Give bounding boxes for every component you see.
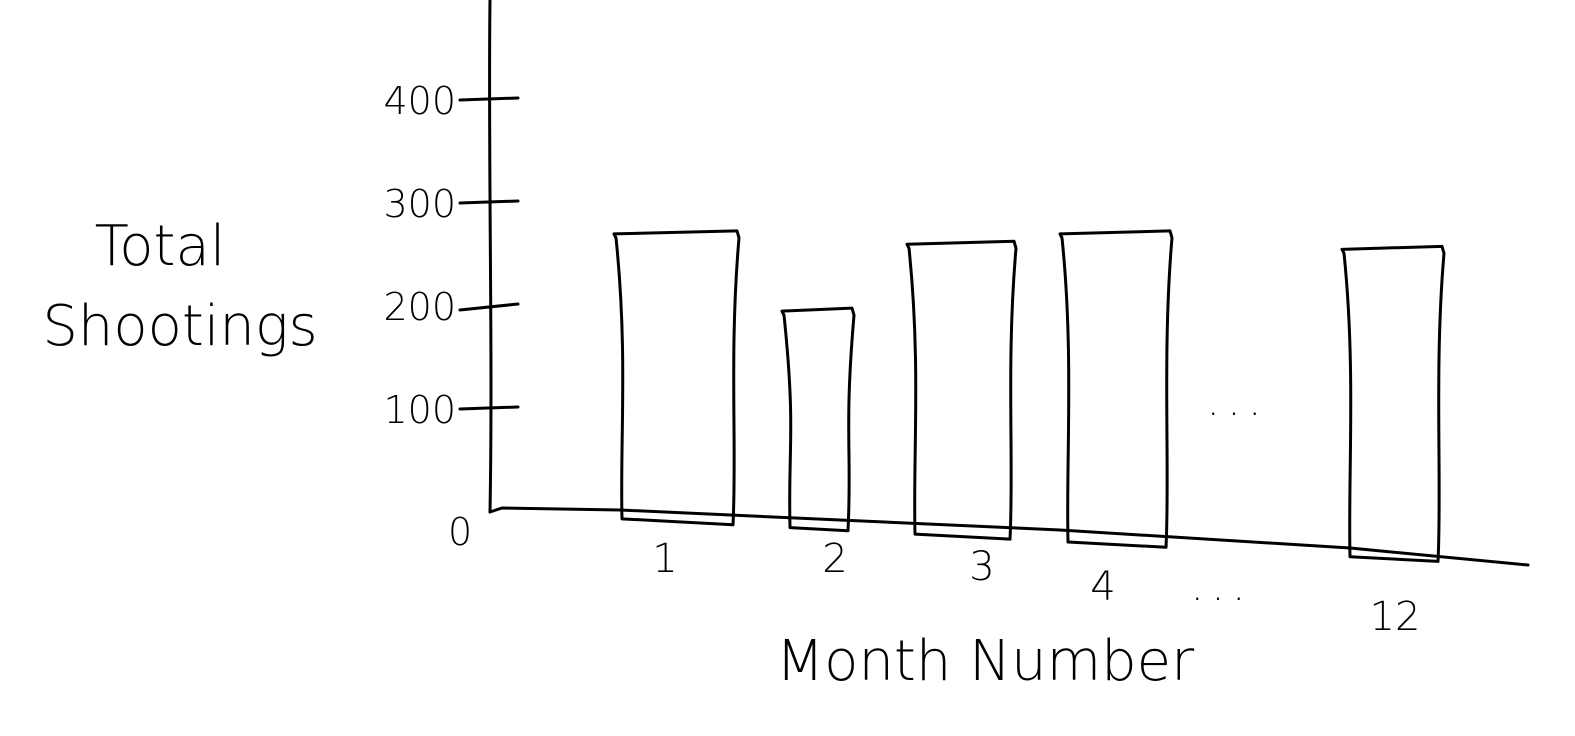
y-tick-label-100: 100 [383, 388, 456, 432]
bar-month-2 [780, 306, 856, 533]
x-tick-label-12: 12 [1370, 594, 1421, 640]
y-tick-label-0: 0 [448, 510, 472, 554]
bar-month-4 [1058, 229, 1174, 549]
y-tick-400 [458, 96, 520, 102]
y-tick-200 [458, 302, 520, 312]
bar-month-12 [1340, 244, 1446, 563]
y-tick-label-300: 300 [383, 182, 456, 226]
y-axis-title-line-1: Total [95, 214, 226, 279]
bar-month-1 [612, 229, 741, 527]
axes-layer [458, 0, 1530, 567]
x-tick-label-2: 2 [822, 536, 847, 582]
x-tick-label-3: 3 [969, 544, 994, 590]
y-tick-100 [458, 405, 520, 411]
x-axis-title: Month Number [776, 629, 1194, 694]
y-axis-line [488, 0, 493, 514]
bars-layer [612, 229, 1446, 563]
bars-ellipsis: ... [1207, 379, 1269, 425]
y-tick-label-400: 400 [383, 79, 456, 123]
y-axis-title-line-2: Shootings [42, 294, 317, 359]
x-tick-label-4: 4 [1090, 564, 1115, 610]
x-axis-line [488, 506, 1530, 567]
y-tick-300 [458, 199, 520, 205]
x-tick-label-1: 1 [652, 536, 677, 582]
x-tick-ellipsis: ... [1191, 564, 1253, 610]
y-tick-label-200: 200 [383, 285, 456, 329]
bar-month-3 [905, 239, 1018, 541]
